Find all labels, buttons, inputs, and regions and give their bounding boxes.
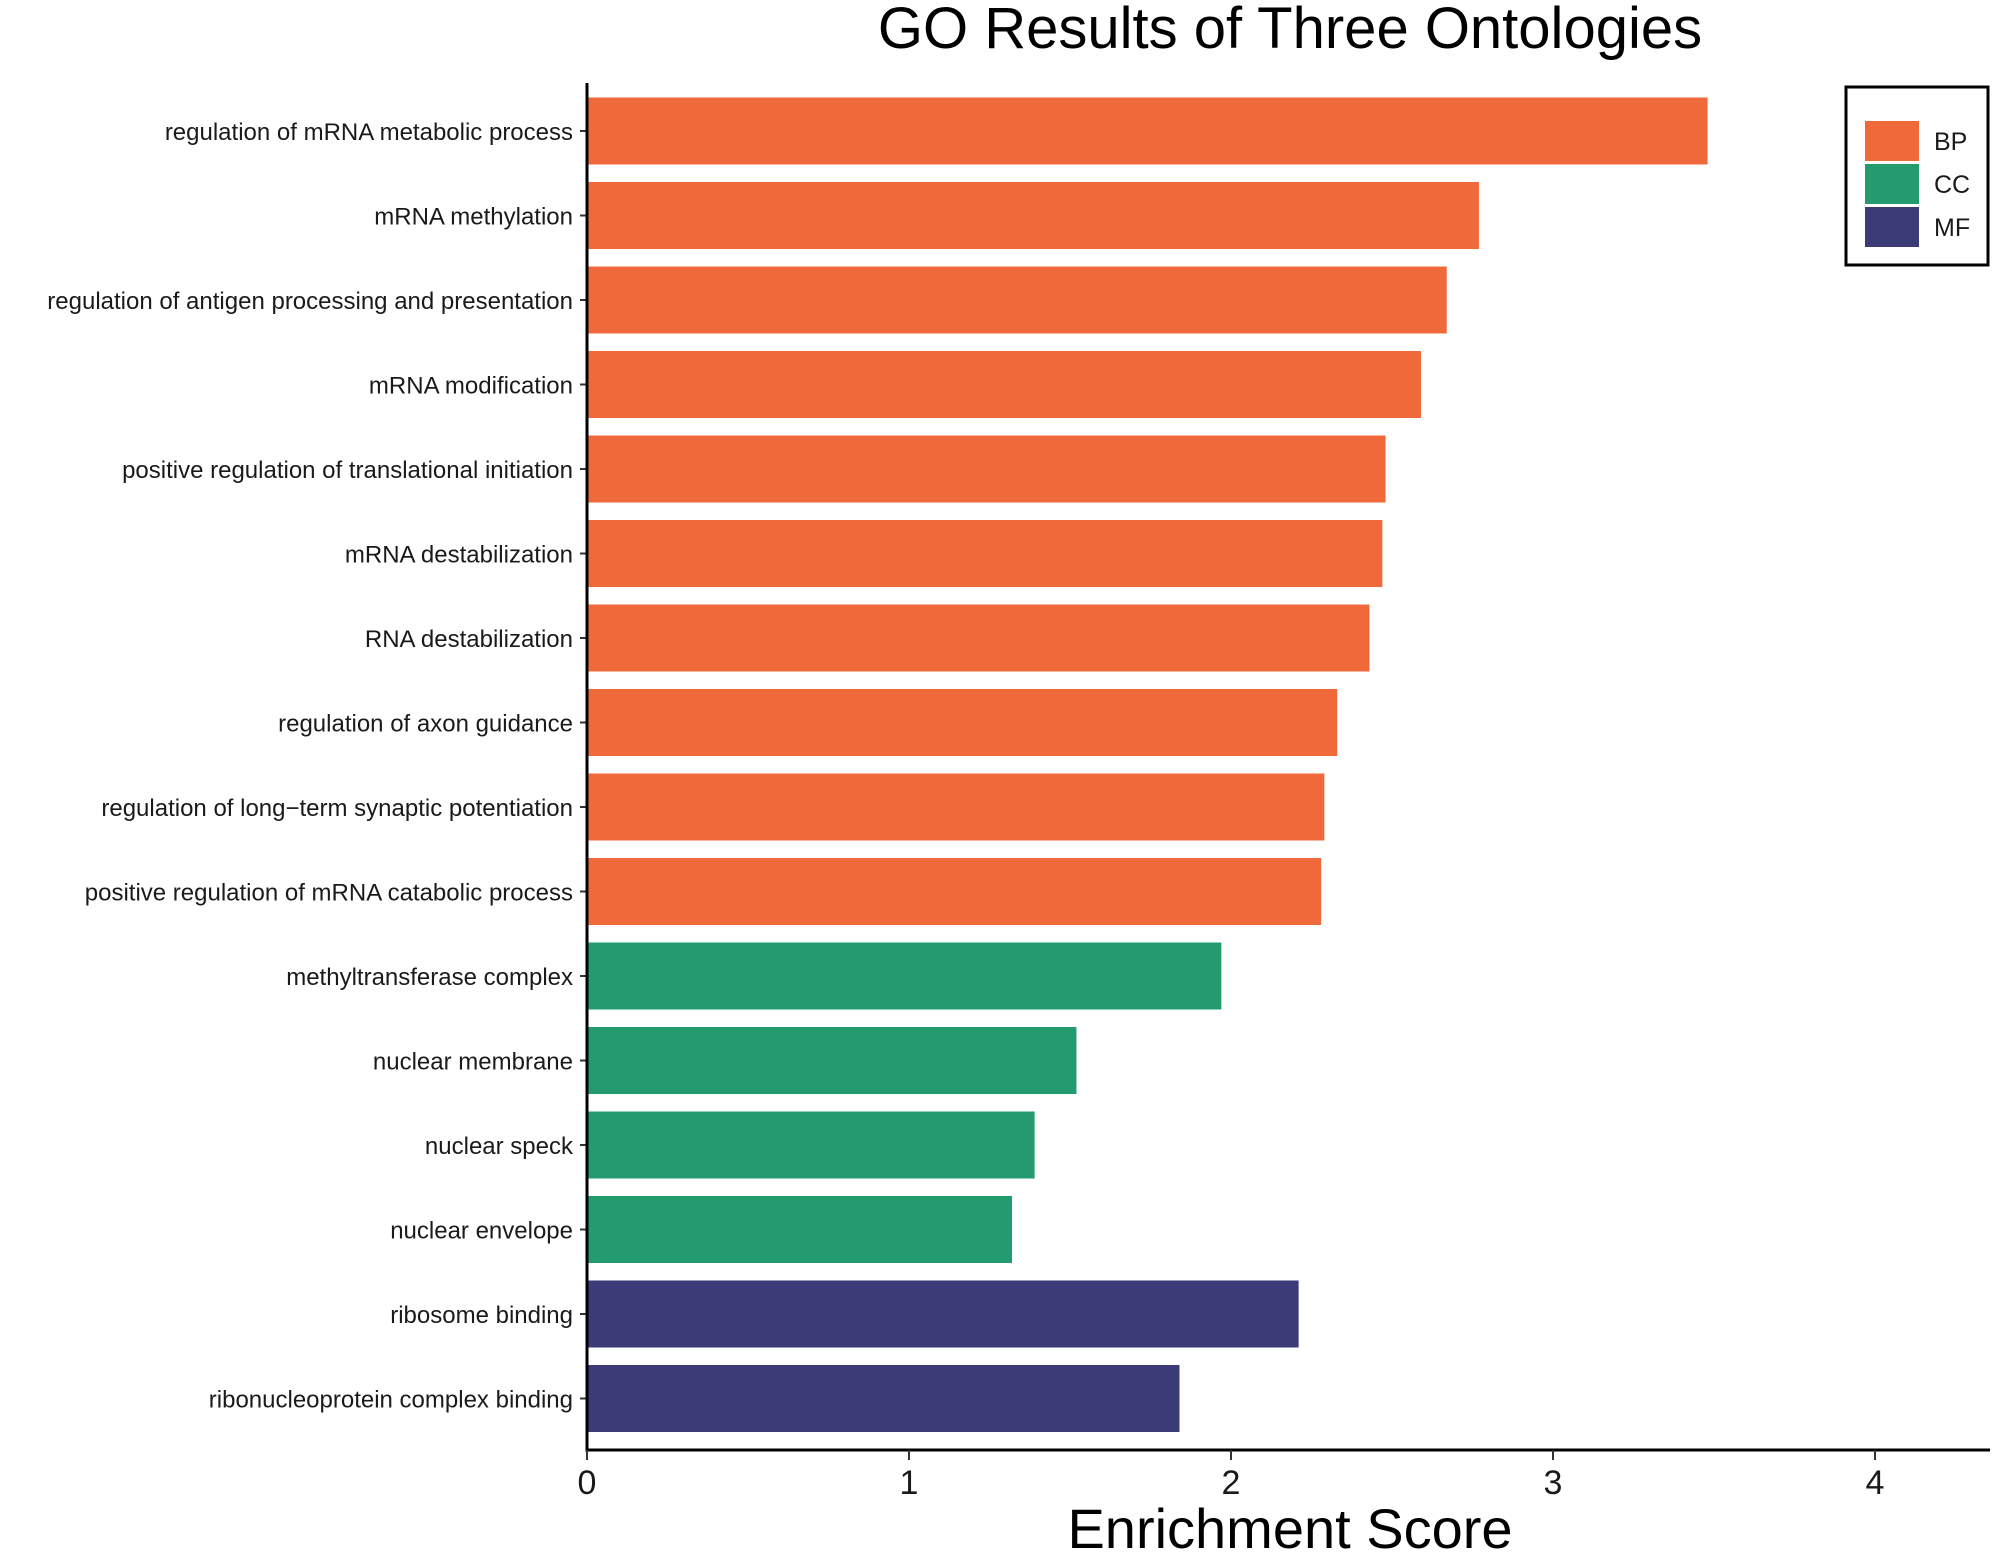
bar	[587, 520, 1383, 587]
category-label: nuclear speck	[425, 1133, 574, 1160]
legend-swatch	[1865, 164, 1919, 204]
category-label: mRNA destabilization	[345, 542, 573, 569]
bar	[587, 435, 1386, 503]
x-tick-label: 3	[1544, 1464, 1563, 1502]
bar	[587, 773, 1325, 841]
bar	[587, 1027, 1077, 1094]
bar	[587, 1365, 1180, 1432]
bar	[587, 1196, 1013, 1263]
bar	[587, 1280, 1299, 1348]
bar	[587, 266, 1447, 334]
category-label: regulation of axon guidance	[278, 711, 573, 738]
legend-label: BP	[1934, 128, 1967, 156]
category-label: nuclear envelope	[390, 1218, 573, 1245]
bars-layer	[587, 97, 1708, 1432]
x-ticks: 0 1 2 3 4	[578, 1450, 1885, 1502]
legend-swatch	[1865, 121, 1919, 161]
bar	[587, 604, 1370, 672]
category-label: regulation of long−term synaptic potenti…	[101, 795, 573, 822]
legend-label: CC	[1934, 171, 1970, 199]
bar	[587, 689, 1338, 756]
category-label: mRNA modification	[369, 373, 573, 400]
category-label: RNA destabilization	[365, 626, 573, 653]
category-label: mRNA methylation	[374, 204, 573, 231]
bar	[587, 182, 1479, 249]
category-label: regulation of antigen processing and pre…	[47, 288, 573, 315]
x-axis-title: Enrichment Score	[1067, 1497, 1512, 1559]
legend-label: MF	[1934, 214, 1970, 242]
bar	[587, 1111, 1035, 1179]
bar	[587, 351, 1421, 418]
x-tick-label: 1	[900, 1464, 919, 1502]
category-labels: regulation of mRNA metabolic process mRNA…	[47, 119, 574, 1414]
axes	[580, 83, 1990, 1452]
category-label: ribosome binding	[390, 1302, 573, 1329]
legend-swatch	[1865, 207, 1919, 247]
category-label: methyltransferase complex	[286, 964, 573, 991]
category-label: positive regulation of translational ini…	[122, 457, 573, 484]
chart-title: GO Results of Three Ontologies	[878, 0, 1702, 61]
category-label: ribonucleoprotein complex binding	[209, 1387, 573, 1414]
bar	[587, 942, 1222, 1010]
category-label: regulation of mRNA metabolic process	[165, 119, 573, 146]
category-label: positive regulation of mRNA catabolic pr…	[85, 880, 573, 907]
bar	[587, 97, 1708, 165]
bar	[587, 858, 1322, 925]
x-tick-label: 4	[1866, 1464, 1885, 1502]
x-tick-label: 0	[578, 1464, 597, 1502]
category-label: nuclear membrane	[373, 1049, 573, 1076]
legend: BP CC MF	[1844, 85, 1990, 267]
x-tick-label: 2	[1222, 1464, 1241, 1502]
